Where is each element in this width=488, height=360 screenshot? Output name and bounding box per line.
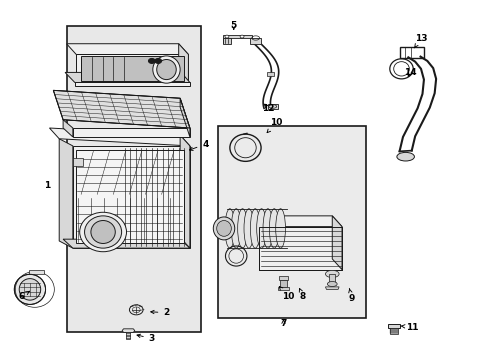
Ellipse shape bbox=[91, 221, 115, 243]
Polygon shape bbox=[29, 270, 43, 274]
Ellipse shape bbox=[269, 209, 279, 248]
Polygon shape bbox=[122, 329, 135, 332]
Polygon shape bbox=[126, 332, 130, 338]
Ellipse shape bbox=[240, 35, 244, 38]
Polygon shape bbox=[280, 280, 286, 287]
Text: 12: 12 bbox=[261, 104, 274, 113]
Ellipse shape bbox=[155, 58, 161, 63]
Polygon shape bbox=[76, 54, 188, 83]
Bar bbox=[66, 26, 200, 332]
Polygon shape bbox=[81, 56, 183, 81]
Ellipse shape bbox=[216, 221, 231, 236]
Polygon shape bbox=[278, 276, 288, 280]
Polygon shape bbox=[178, 44, 188, 83]
Polygon shape bbox=[66, 44, 188, 54]
Ellipse shape bbox=[213, 217, 234, 240]
Text: 5: 5 bbox=[230, 21, 236, 30]
Polygon shape bbox=[63, 120, 73, 137]
Text: 11: 11 bbox=[400, 323, 418, 332]
Text: 10: 10 bbox=[266, 118, 282, 132]
Text: 10: 10 bbox=[279, 287, 294, 301]
Bar bbox=[217, 126, 366, 318]
Ellipse shape bbox=[244, 209, 253, 248]
Ellipse shape bbox=[80, 212, 126, 252]
Polygon shape bbox=[250, 39, 261, 44]
Text: 2: 2 bbox=[150, 308, 169, 317]
Polygon shape bbox=[73, 146, 189, 248]
Ellipse shape bbox=[19, 279, 41, 300]
Polygon shape bbox=[180, 135, 189, 248]
Ellipse shape bbox=[157, 59, 176, 80]
Polygon shape bbox=[267, 104, 277, 109]
Ellipse shape bbox=[231, 209, 241, 248]
Polygon shape bbox=[266, 72, 273, 76]
Polygon shape bbox=[76, 54, 86, 83]
Ellipse shape bbox=[84, 216, 122, 248]
Polygon shape bbox=[329, 274, 334, 284]
Ellipse shape bbox=[224, 35, 228, 38]
Polygon shape bbox=[73, 128, 189, 137]
Polygon shape bbox=[76, 149, 183, 243]
Polygon shape bbox=[325, 287, 338, 289]
Polygon shape bbox=[222, 35, 251, 39]
Polygon shape bbox=[277, 287, 289, 290]
Ellipse shape bbox=[263, 209, 272, 248]
Ellipse shape bbox=[250, 209, 260, 248]
Polygon shape bbox=[389, 328, 398, 334]
Text: 8: 8 bbox=[299, 288, 305, 301]
Polygon shape bbox=[387, 324, 399, 328]
Text: 1: 1 bbox=[44, 181, 50, 190]
Text: 14: 14 bbox=[403, 68, 416, 77]
Ellipse shape bbox=[275, 209, 285, 248]
Text: 7: 7 bbox=[280, 319, 286, 328]
Ellipse shape bbox=[256, 209, 266, 248]
Ellipse shape bbox=[327, 282, 336, 287]
Ellipse shape bbox=[325, 270, 338, 278]
Polygon shape bbox=[222, 39, 231, 44]
Polygon shape bbox=[65, 72, 189, 82]
Polygon shape bbox=[53, 90, 189, 128]
Ellipse shape bbox=[153, 56, 180, 83]
Polygon shape bbox=[63, 239, 189, 248]
Ellipse shape bbox=[224, 209, 234, 248]
Polygon shape bbox=[49, 128, 189, 146]
Ellipse shape bbox=[396, 152, 414, 161]
Polygon shape bbox=[259, 226, 341, 270]
Text: 6: 6 bbox=[18, 291, 29, 301]
Ellipse shape bbox=[237, 209, 247, 248]
Text: 3: 3 bbox=[137, 334, 155, 343]
Text: 4: 4 bbox=[189, 140, 208, 150]
Text: 13: 13 bbox=[413, 34, 427, 48]
Ellipse shape bbox=[148, 58, 155, 63]
Polygon shape bbox=[73, 158, 82, 166]
Polygon shape bbox=[59, 139, 73, 248]
Polygon shape bbox=[180, 98, 189, 137]
Polygon shape bbox=[75, 82, 189, 86]
Text: 9: 9 bbox=[348, 288, 354, 303]
Ellipse shape bbox=[14, 274, 45, 305]
Polygon shape bbox=[331, 216, 341, 270]
Polygon shape bbox=[249, 216, 341, 226]
